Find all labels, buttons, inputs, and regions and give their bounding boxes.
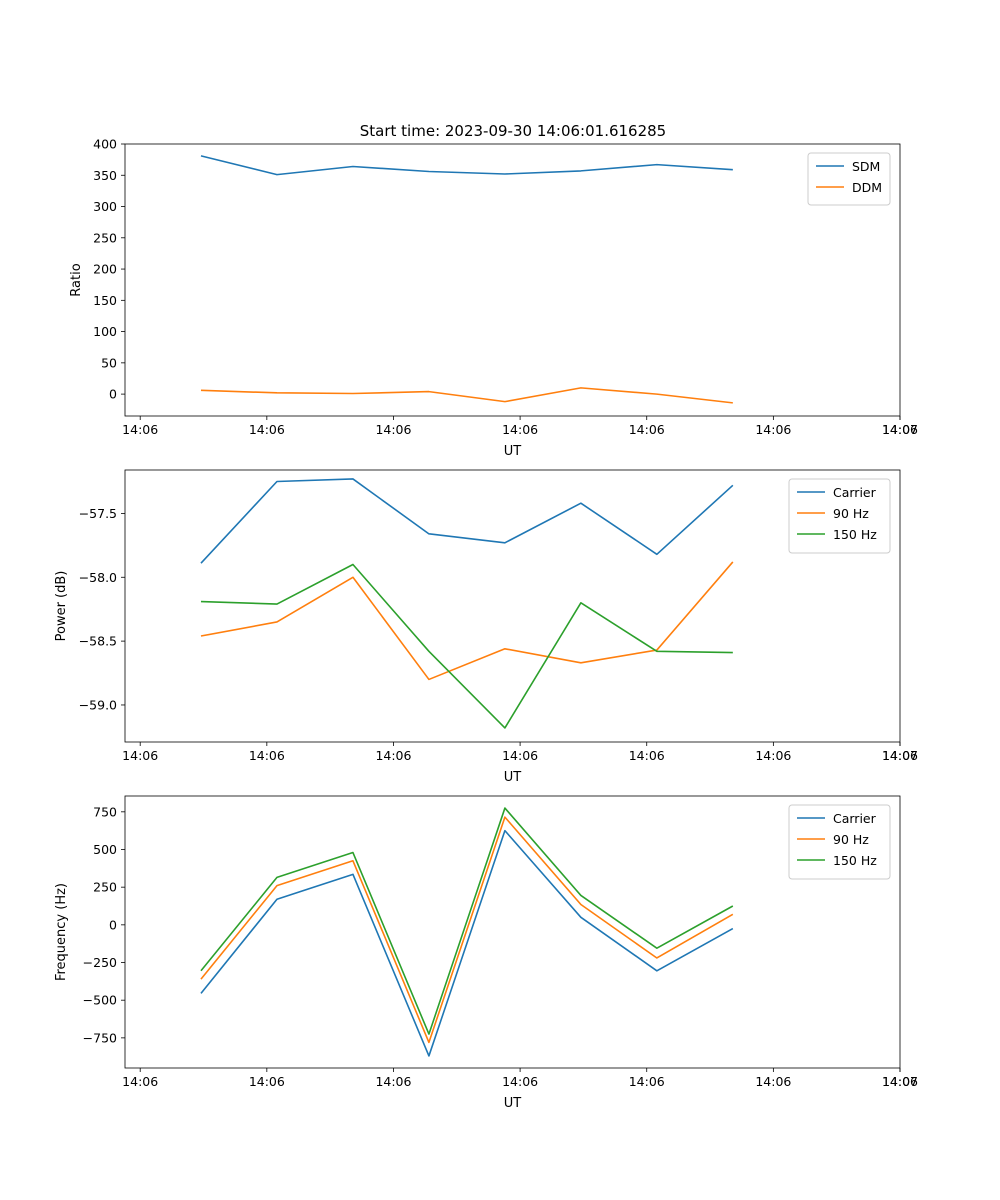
y-tick-label: −500 <box>83 993 117 1008</box>
series-line-90-hz <box>200 561 734 681</box>
series-line-carrier <box>200 478 734 564</box>
y-axis-label: Power (dB) <box>54 571 69 642</box>
x-tick-label: 14:06 <box>882 748 918 763</box>
chart-panel-2: 14:06 14:06 14:06 14:06 14:06 14:06 14:0614:07… <box>54 469 918 785</box>
legend-label: DDM <box>852 180 882 195</box>
x-tick-label: 14:06 <box>122 422 158 437</box>
legend: Carrier 90 Hz 150 Hz <box>788 804 891 880</box>
series-line-carrier <box>200 829 734 1057</box>
x-tick-label: 14:06 <box>502 748 538 763</box>
y-tick-label: −750 <box>83 1030 117 1045</box>
y-tick-label: 200 <box>93 262 117 277</box>
legend-label: 150 Hz <box>833 527 877 542</box>
y-tick-label: 0 <box>109 917 117 932</box>
x-tick-label: 14:06 <box>502 422 538 437</box>
x-tick-label: 14:06 <box>755 1074 791 1089</box>
x-tick-label: 14:06 <box>882 422 918 437</box>
x-tick-label: 14:07 <box>882 748 918 763</box>
series-line-150-hz <box>200 563 733 729</box>
x-tick-label: 14:06 <box>122 1074 158 1089</box>
x-tick-label: 14:06 <box>755 748 791 763</box>
x-tick-label: 14:06 <box>755 422 791 437</box>
y-tick-label: 0 <box>109 387 117 402</box>
y-tick-label: 350 <box>93 168 117 183</box>
y-tick-label: 250 <box>93 880 117 895</box>
series-line-sdm <box>200 155 733 176</box>
legend-label: 90 Hz <box>833 832 869 847</box>
y-axis-label: Frequency (Hz) <box>54 883 69 981</box>
x-tick-label: 14:06 <box>249 422 285 437</box>
axes-frame <box>124 469 901 743</box>
legend-label: Carrier <box>833 485 877 500</box>
x-axis-label: UT <box>504 444 522 459</box>
y-tick-label: −250 <box>83 955 117 970</box>
legend-label: SDM <box>852 159 880 174</box>
y-tick-label: 50 <box>101 355 117 370</box>
legend-label: Carrier <box>833 811 877 826</box>
series-line-ddm <box>200 387 733 404</box>
x-tick-label: 14:06 <box>375 748 411 763</box>
axes-frame <box>124 795 901 1069</box>
y-tick-label: 100 <box>93 324 117 339</box>
series-line-90-hz <box>200 816 734 1044</box>
x-axis-label: UT <box>504 770 522 785</box>
x-tick-label: 14:07 <box>882 422 918 437</box>
legend: Carrier 90 Hz 150 Hz <box>788 478 891 554</box>
x-tick-label: 14:06 <box>375 422 411 437</box>
y-tick-label: 750 <box>93 804 117 819</box>
figure-title: Start time: 2023-09-30 14:06:01.616285 <box>360 122 666 140</box>
x-tick-label: 14:06 <box>249 748 285 763</box>
y-tick-label: 400 <box>93 137 117 152</box>
x-axis-label: UT <box>504 1096 522 1111</box>
x-tick-label: 14:07 <box>882 1074 918 1089</box>
y-tick-label: 150 <box>93 293 117 308</box>
y-tick-label: −59.0 <box>79 697 117 712</box>
legend-label: 150 Hz <box>833 853 877 868</box>
axes-frame <box>124 143 901 417</box>
x-tick-label: 14:06 <box>502 1074 538 1089</box>
series-line-150-hz <box>200 807 734 1035</box>
y-tick-label: −57.5 <box>79 506 117 521</box>
chart-panel-3: 14:06 14:06 14:06 14:06 14:06 14:06 14:0614:07… <box>54 795 918 1111</box>
x-tick-label: 14:06 <box>375 1074 411 1089</box>
y-tick-label: 250 <box>93 230 117 245</box>
y-tick-label: 500 <box>93 842 117 857</box>
x-tick-label: 14:06 <box>629 1074 665 1089</box>
x-tick-label: 14:06 <box>882 1074 918 1089</box>
chart-panel-1: 14:06 14:06 14:06 14:06 14:06 14:06 14:0614:07… <box>69 137 918 460</box>
y-tick-label: 300 <box>93 199 117 214</box>
x-tick-label: 14:06 <box>629 748 665 763</box>
x-tick-label: 14:06 <box>249 1074 285 1089</box>
legend-label: 90 Hz <box>833 506 869 521</box>
x-tick-label: 14:06 <box>629 422 665 437</box>
x-tick-label: 14:06 <box>122 748 158 763</box>
legend: SDM DDM <box>807 152 891 206</box>
y-tick-label: −58.0 <box>79 570 117 585</box>
y-tick-label: −58.5 <box>79 634 117 649</box>
y-axis-label: Ratio <box>69 263 84 296</box>
